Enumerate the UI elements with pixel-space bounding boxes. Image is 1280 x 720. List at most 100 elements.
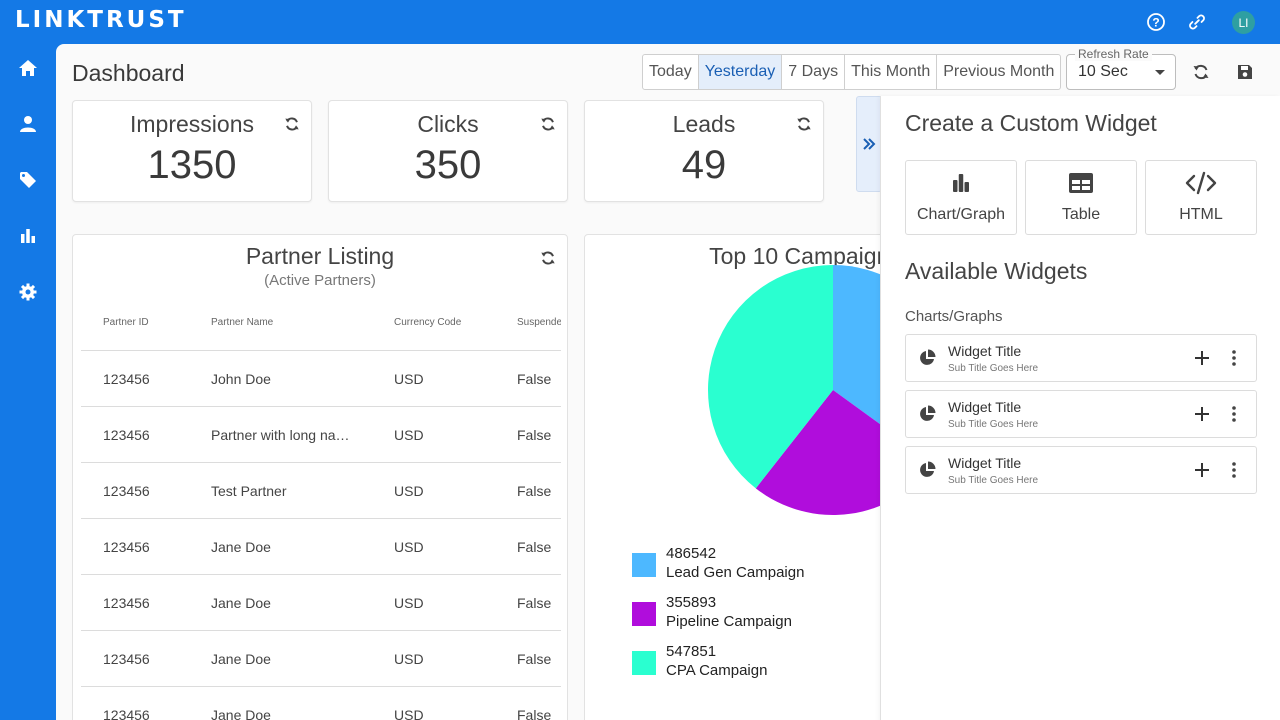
legend-swatch xyxy=(632,553,656,577)
widget-type-label: HTML xyxy=(1179,206,1223,223)
pie-slice[interactable] xyxy=(708,265,833,489)
refresh-icon[interactable] xyxy=(283,115,301,133)
table-row[interactable]: 123456 Test Partner USD False xyxy=(81,463,561,519)
more-vert-icon[interactable] xyxy=(1224,348,1244,368)
refresh-rate-select[interactable]: Refresh Rate 10 Sec xyxy=(1066,47,1176,90)
more-vert-icon[interactable] xyxy=(1224,404,1244,424)
pie-chart-icon xyxy=(920,461,936,477)
sidebar xyxy=(0,44,56,720)
table-cell: Jane Doe xyxy=(211,595,271,611)
column-header[interactable]: Currency Code xyxy=(394,317,462,328)
legend-label: CPA Campaign xyxy=(666,662,768,679)
widget-list-item[interactable]: Widget Title Sub Title Goes Here xyxy=(905,446,1257,494)
table-cell: Partner with long name xyxy=(211,427,351,443)
table-cell: False xyxy=(517,707,552,720)
table-cell: 123456 xyxy=(103,707,150,720)
leads-card: Leads 49 xyxy=(584,100,824,202)
bar-chart-icon xyxy=(906,171,1016,195)
table-cell: 123456 xyxy=(103,427,150,443)
table-cell: False xyxy=(517,371,552,387)
table-header: Partner ID Partner Name Currency Code Su… xyxy=(81,295,561,351)
add-icon[interactable] xyxy=(1192,460,1212,480)
table-cell: 123456 xyxy=(103,595,150,611)
save-icon[interactable] xyxy=(1234,61,1256,83)
table-cell: 123456 xyxy=(103,483,150,499)
refresh-icon[interactable] xyxy=(795,115,813,133)
add-icon[interactable] xyxy=(1192,404,1212,424)
table-cell: Jane Doe xyxy=(211,651,271,667)
table-row[interactable]: 123456 Partner with long name USD False xyxy=(81,407,561,463)
table-cell: USD xyxy=(394,427,424,443)
stat-label: Leads xyxy=(672,111,736,137)
table-cell: False xyxy=(517,483,552,499)
table-row[interactable]: 123456 Jane Doe USD False xyxy=(81,519,561,575)
listing-subtitle: (Active Partners) xyxy=(264,272,376,289)
table-cell: USD xyxy=(394,483,424,499)
html-widget-button[interactable]: HTML xyxy=(1145,160,1257,235)
date-today-button[interactable]: Today xyxy=(643,55,699,89)
top-bar: LINKTRUST ? LI xyxy=(0,0,1280,44)
legend-swatch xyxy=(632,651,656,675)
app-logo: LINKTRUST xyxy=(15,7,187,33)
table-cell: John Doe xyxy=(211,371,271,387)
stat-value: 49 xyxy=(681,143,727,187)
column-header[interactable]: Suspended xyxy=(517,317,561,328)
widget-title: Widget Title xyxy=(948,399,1022,415)
stat-value: 1350 xyxy=(147,143,237,187)
date-yesterday-button[interactable]: Yesterday xyxy=(698,55,783,89)
table-icon xyxy=(1026,171,1136,195)
widget-title: Widget Title xyxy=(948,343,1022,359)
help-icon[interactable]: ? xyxy=(1146,12,1166,32)
column-header[interactable]: Partner Name xyxy=(211,317,274,328)
table-cell: Test Partner xyxy=(211,483,287,499)
collapse-panel-button[interactable] xyxy=(856,96,882,192)
section-label: Charts/Graphs xyxy=(905,308,1003,325)
more-vert-icon[interactable] xyxy=(1224,460,1244,480)
chevron-down-icon xyxy=(1155,70,1165,75)
double-chevron-right-icon xyxy=(863,138,876,150)
avatar[interactable]: LI xyxy=(1232,11,1255,34)
table-row[interactable]: 123456 Jane Doe USD False xyxy=(81,575,561,631)
table-cell: USD xyxy=(394,595,424,611)
widget-list-item[interactable]: Widget Title Sub Title Goes Here xyxy=(905,390,1257,438)
tag-icon[interactable] xyxy=(16,168,40,192)
refresh-icon[interactable] xyxy=(539,249,557,267)
table-row[interactable]: 123456 Jane Doe USD False xyxy=(81,631,561,687)
date-this-month-button[interactable]: This Month xyxy=(845,55,938,89)
refresh-rate-value: 10 Sec xyxy=(1078,63,1128,80)
add-icon[interactable] xyxy=(1192,348,1212,368)
date-range-toggle: Today Yesterday 7 Days This Month Previo… xyxy=(642,54,1062,90)
chart-graph-widget-button[interactable]: Chart/Graph xyxy=(905,160,1017,235)
widget-title: Widget Title xyxy=(948,455,1022,471)
legend-value: 547851 xyxy=(666,643,717,660)
gear-icon[interactable] xyxy=(16,280,40,304)
widget-list-item[interactable]: Widget Title Sub Title Goes Here xyxy=(905,334,1257,382)
stat-label: Impressions xyxy=(130,111,254,137)
svg-text:?: ? xyxy=(1152,16,1159,30)
table-row[interactable]: 123456 John Doe USD False xyxy=(81,351,561,407)
column-header[interactable]: Partner ID xyxy=(103,317,149,328)
chart-title: Top 10 Campaigns xyxy=(709,243,901,269)
custom-widget-panel: Create a Custom Widget Chart/Graph Table… xyxy=(880,96,1280,720)
pie-chart-icon xyxy=(920,405,936,421)
table-cell: Jane Doe xyxy=(211,539,271,555)
widget-type-label: Table xyxy=(1061,206,1101,223)
person-icon[interactable] xyxy=(16,112,40,136)
date-7days-button[interactable]: 7 Days xyxy=(782,55,846,89)
pie-slice[interactable] xyxy=(755,390,914,515)
widget-subtitle: Sub Title Goes Here xyxy=(948,363,1039,374)
refresh-icon[interactable] xyxy=(1190,61,1212,83)
widget-subtitle: Sub Title Goes Here xyxy=(948,419,1039,430)
refresh-icon[interactable] xyxy=(539,115,557,133)
link-icon[interactable] xyxy=(1187,12,1207,32)
legend-value: 355893 xyxy=(666,594,717,611)
avatar-initials: LI xyxy=(1238,15,1249,30)
date-previous-month-button[interactable]: Previous Month xyxy=(943,63,1055,80)
table-widget-button[interactable]: Table xyxy=(1025,160,1137,235)
table-row[interactable]: 123456 Jane Doe USD False xyxy=(81,687,561,720)
widget-type-label: Chart/Graph xyxy=(916,206,1006,223)
available-widgets-title: Available Widgets xyxy=(905,258,1088,284)
bar-chart-icon[interactable] xyxy=(16,224,40,248)
table-cell: False xyxy=(517,539,552,555)
home-icon[interactable] xyxy=(16,56,40,80)
